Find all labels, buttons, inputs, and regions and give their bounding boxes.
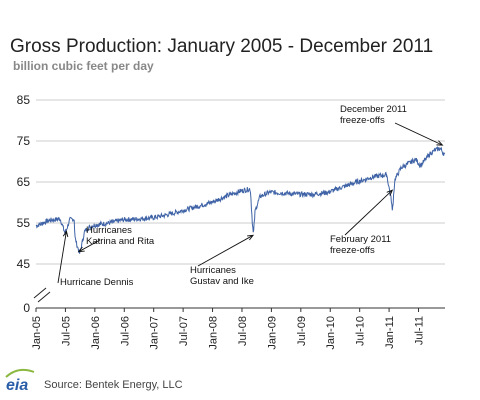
annotation-arrow (78, 239, 101, 253)
y-tick-label: 65 (17, 175, 31, 189)
annotation-text: Hurricanes (86, 225, 132, 236)
annotation-text: December 2011 (340, 104, 407, 115)
annotation-arrowhead (386, 189, 394, 196)
series-line-group (35, 146, 446, 254)
annotation-arrow (394, 122, 443, 146)
y-tick-label: 75 (17, 134, 31, 148)
x-tick-label: Jan-08 (208, 316, 220, 350)
x-tick-label: Jul-05 (60, 316, 72, 346)
x-tick-label: Jan-05 (31, 316, 43, 350)
annotation-arrow (197, 234, 254, 267)
annotation-arrowhead (247, 234, 255, 241)
x-tick-label: Jan-11 (384, 316, 396, 349)
x-tick-label: Jul-06 (119, 316, 131, 346)
x-tick-label: Jan-07 (149, 316, 161, 350)
annotation-text: February 2011 (330, 234, 391, 245)
axis-break-mark (33, 287, 51, 303)
annotation-text: Hurricane Dennis (60, 277, 134, 288)
annotation-text: freeze-offs (340, 115, 385, 126)
eia-logo: eia (5, 368, 35, 394)
x-tick-label: Jul-08 (237, 316, 249, 346)
x-tick-label: Jan-06 (90, 316, 102, 350)
annotation-text: Katrina and Rita (86, 236, 155, 247)
annotation-text: Hurricanes (190, 265, 236, 276)
annotation-text: freeze-offs (330, 245, 375, 256)
chart-title: Gross Production: January 2005 - Decembe… (10, 36, 433, 57)
x-tick-label: Jan-10 (325, 316, 337, 350)
x-tick-label: Jul-10 (355, 316, 367, 346)
x-tick-label: Jul-07 (178, 316, 190, 346)
eia-logo-text: eia (6, 377, 28, 394)
y-tick-label: 0 (23, 301, 30, 315)
y-tick-label: 45 (17, 257, 31, 271)
x-tick-label: Jul-09 (296, 316, 308, 346)
series-line (35, 146, 446, 254)
annotation-arrowhead (77, 246, 85, 253)
annotation-arrowhead (436, 140, 444, 146)
x-axis-ticks: Jan-05 Jul-05 Jan-06 Jul-06 Jan-07 Jul-07 Jan-… (31, 308, 426, 350)
annotation-text: Gustav and Ike (190, 276, 254, 287)
chart-subtitle: billion cubic feet per day (13, 59, 154, 73)
y-tick-label: 55 (17, 216, 31, 230)
x-tick-label: Jul-11 (414, 316, 426, 345)
annotation-arrow (344, 189, 393, 236)
annotation-arrowhead (62, 230, 69, 238)
y-axis-ticks: 0 45 55 65 75 85 (17, 93, 31, 315)
x-tick-label: Jan-09 (266, 316, 278, 350)
y-tick-label: 85 (17, 93, 31, 107)
source-note: Source: Bentek Energy, LLC (44, 379, 183, 391)
annotation-arrow (57, 231, 67, 284)
